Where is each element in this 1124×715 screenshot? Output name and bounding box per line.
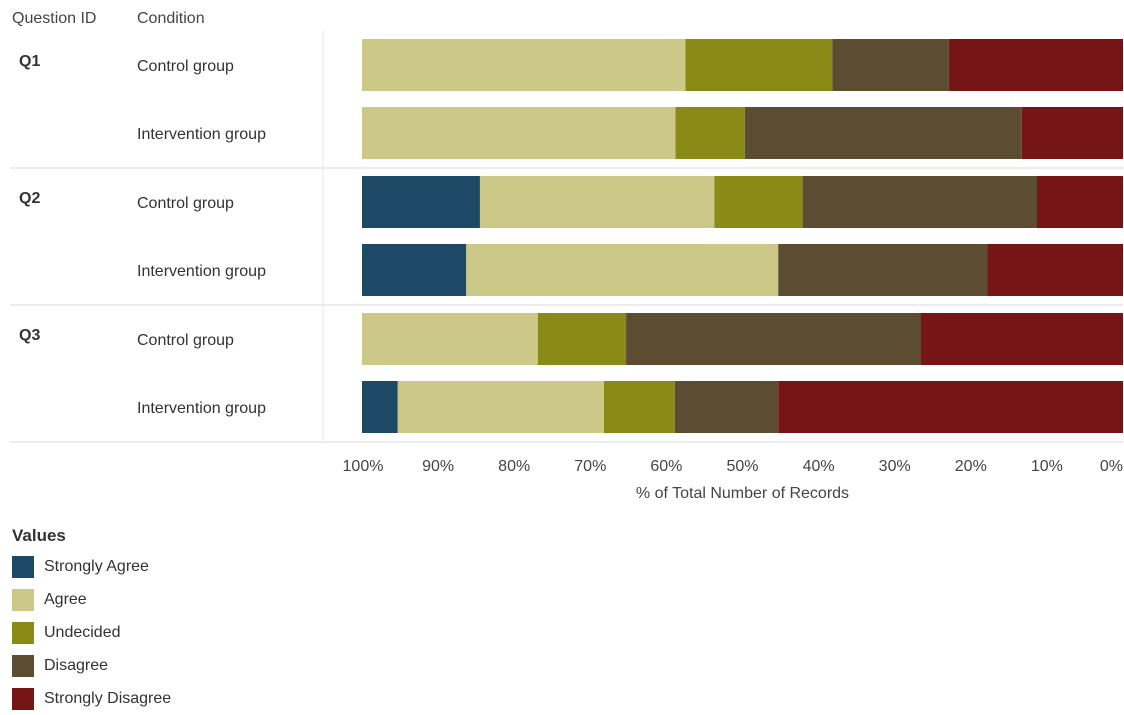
- bar-segment-q3-control-group-agree: [362, 313, 538, 365]
- legend-swatch: [12, 687, 34, 710]
- legend-swatch: [12, 588, 34, 611]
- condition-label: Intervention group: [137, 126, 266, 143]
- legend-item-agree: Agree: [12, 583, 171, 616]
- condition-label: Control group: [137, 332, 234, 349]
- bars-layer: [362, 39, 1123, 433]
- legend-label: Strongly Disagree: [44, 689, 172, 707]
- bar-segment-q3-intervention-group-strongly-agree: [362, 381, 398, 433]
- bar-segment-q1-control-group-undecided: [685, 39, 833, 91]
- bar-segment-q1-control-group-agree: [362, 39, 686, 91]
- x-tick-label: 20%: [955, 458, 987, 475]
- condition-label: Control group: [137, 58, 234, 75]
- bar-segment-q2-intervention-group-strongly-agree: [362, 244, 467, 296]
- bar-segment-q3-intervention-group-strongly-disagree: [778, 381, 1123, 433]
- bar-segment-q3-intervention-group-undecided: [604, 381, 675, 433]
- x-axis: 100% 90% 80% 70% 60% 50% 40% 30% 20% 10% 0% % of To…: [343, 458, 1123, 502]
- question-id-column-header: Question ID: [12, 10, 97, 27]
- legend-label: Agree: [44, 590, 87, 608]
- condition-column-header: Condition: [137, 10, 205, 27]
- legend-swatch: [12, 555, 34, 578]
- bar-segment-q3-control-group-disagree: [626, 313, 921, 365]
- question-label-q2: Q2: [19, 190, 40, 207]
- legend-item-strongly-agree: Strongly Agree: [12, 550, 171, 583]
- x-tick-label: 50%: [726, 458, 758, 475]
- x-tick-label: 70%: [574, 458, 606, 475]
- legend-item-strongly-disagree: Strongly Disagree: [12, 682, 171, 715]
- legend-items: Strongly Agree Agree Undecided Disagree Stro…: [12, 550, 171, 715]
- bar-segment-q2-control-group-strongly-agree: [362, 176, 480, 228]
- x-tick-label: 0%: [1100, 458, 1123, 475]
- bar-segment-q3-control-group-strongly-disagree: [920, 313, 1123, 365]
- legend-swatch: [12, 654, 34, 677]
- legend-label: Disagree: [44, 656, 109, 674]
- bar-segment-q3-intervention-group-agree: [397, 381, 604, 433]
- bar-segment-q2-control-group-undecided: [714, 176, 803, 228]
- legend-item-undecided: Undecided: [12, 616, 171, 649]
- grid-layer: [10, 31, 1123, 443]
- condition-label: Intervention group: [137, 400, 266, 417]
- x-tick-label: 100%: [343, 458, 384, 475]
- legend-label: Undecided: [44, 623, 121, 641]
- bar-segment-q3-intervention-group-disagree: [674, 381, 779, 433]
- x-tick-label: 90%: [422, 458, 454, 475]
- bar-segment-q2-intervention-group-strongly-disagree: [987, 244, 1123, 296]
- bar-segment-q2-control-group-strongly-disagree: [1037, 176, 1123, 228]
- bar-segment-q1-intervention-group-disagree: [744, 107, 1022, 159]
- x-tick-label: 10%: [1031, 458, 1063, 475]
- bar-segment-q1-intervention-group-agree: [362, 107, 676, 159]
- x-tick-label: 30%: [879, 458, 911, 475]
- bar-segment-q2-intervention-group-disagree: [778, 244, 988, 296]
- bar-segment-q1-intervention-group-undecided: [675, 107, 745, 159]
- bar-segment-q2-intervention-group-agree: [466, 244, 779, 296]
- bar-segment-q1-intervention-group-strongly-disagree: [1021, 107, 1123, 159]
- x-tick-label: 60%: [650, 458, 682, 475]
- question-label-q1: Q1: [19, 53, 40, 70]
- bar-segment-q2-control-group-agree: [479, 176, 715, 228]
- legend: Values Strongly Agree Agree Undecided Disag…: [12, 526, 171, 715]
- bar-segment-q1-control-group-strongly-disagree: [948, 39, 1123, 91]
- bar-segment-q3-control-group-undecided: [537, 313, 627, 365]
- legend-title: Values: [12, 526, 66, 545]
- legend-swatch: [12, 621, 34, 644]
- condition-label: Control group: [137, 195, 234, 212]
- x-axis-label: % of Total Number of Records: [636, 485, 849, 502]
- legend-item-disagree: Disagree: [12, 649, 171, 682]
- condition-label: Intervention group: [137, 263, 266, 280]
- labels-layer: Q1 Control group Intervention group Q2 Contr…: [19, 53, 266, 417]
- stacked-bar-chart: Q1 Control group Intervention group Q2 Contr…: [10, 31, 1123, 502]
- x-tick-label: 80%: [498, 458, 530, 475]
- x-tick-label: 40%: [803, 458, 835, 475]
- bar-segment-q2-control-group-disagree: [802, 176, 1038, 228]
- question-label-q3: Q3: [19, 327, 40, 344]
- bar-segment-q1-control-group-disagree: [832, 39, 949, 91]
- legend-label: Strongly Agree: [44, 557, 149, 575]
